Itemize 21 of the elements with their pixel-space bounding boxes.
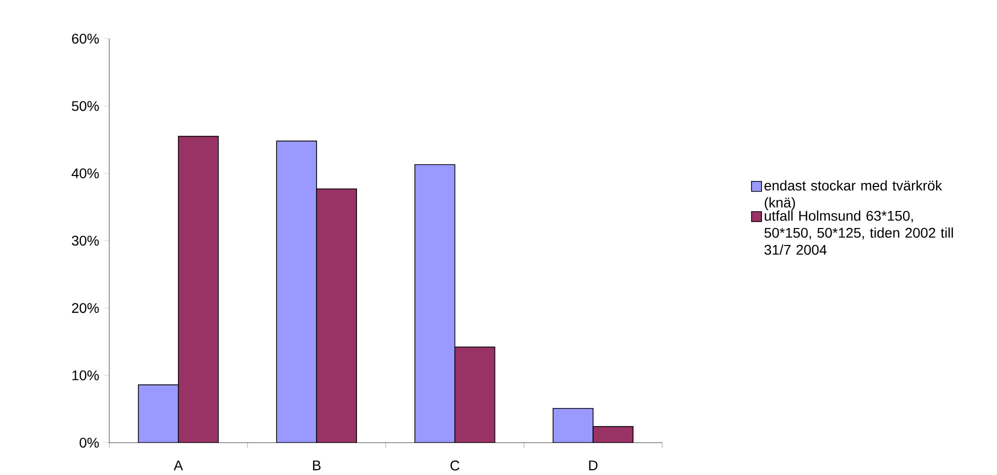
y-tick-label: 30% <box>72 236 99 246</box>
bar <box>454 346 496 443</box>
x-tick-label: C <box>450 460 460 470</box>
y-tick-label: 60% <box>72 34 99 44</box>
bar <box>592 426 634 443</box>
bar <box>552 408 594 443</box>
bar <box>414 164 456 443</box>
bar <box>316 188 357 443</box>
legend-label: utfall Holmsund 63*150, 50*150, 50*125, tiden 2002 till 31/7 2004 <box>764 210 953 255</box>
y-tick-label: 20% <box>72 303 99 313</box>
x-tick-label: B <box>313 460 321 470</box>
bar <box>138 384 179 443</box>
y-tick-label: 10% <box>72 370 99 380</box>
legend-label: endast stockar med tvärkrök (knä) <box>764 180 942 210</box>
y-tick-label: 50% <box>72 101 99 111</box>
x-tick-label: A <box>174 460 183 470</box>
y-tick-label: 40% <box>72 168 99 178</box>
x-tick-label: D <box>589 460 598 470</box>
bar <box>178 136 219 443</box>
bar <box>276 140 317 443</box>
y-tick-label: 0% <box>80 438 99 448</box>
